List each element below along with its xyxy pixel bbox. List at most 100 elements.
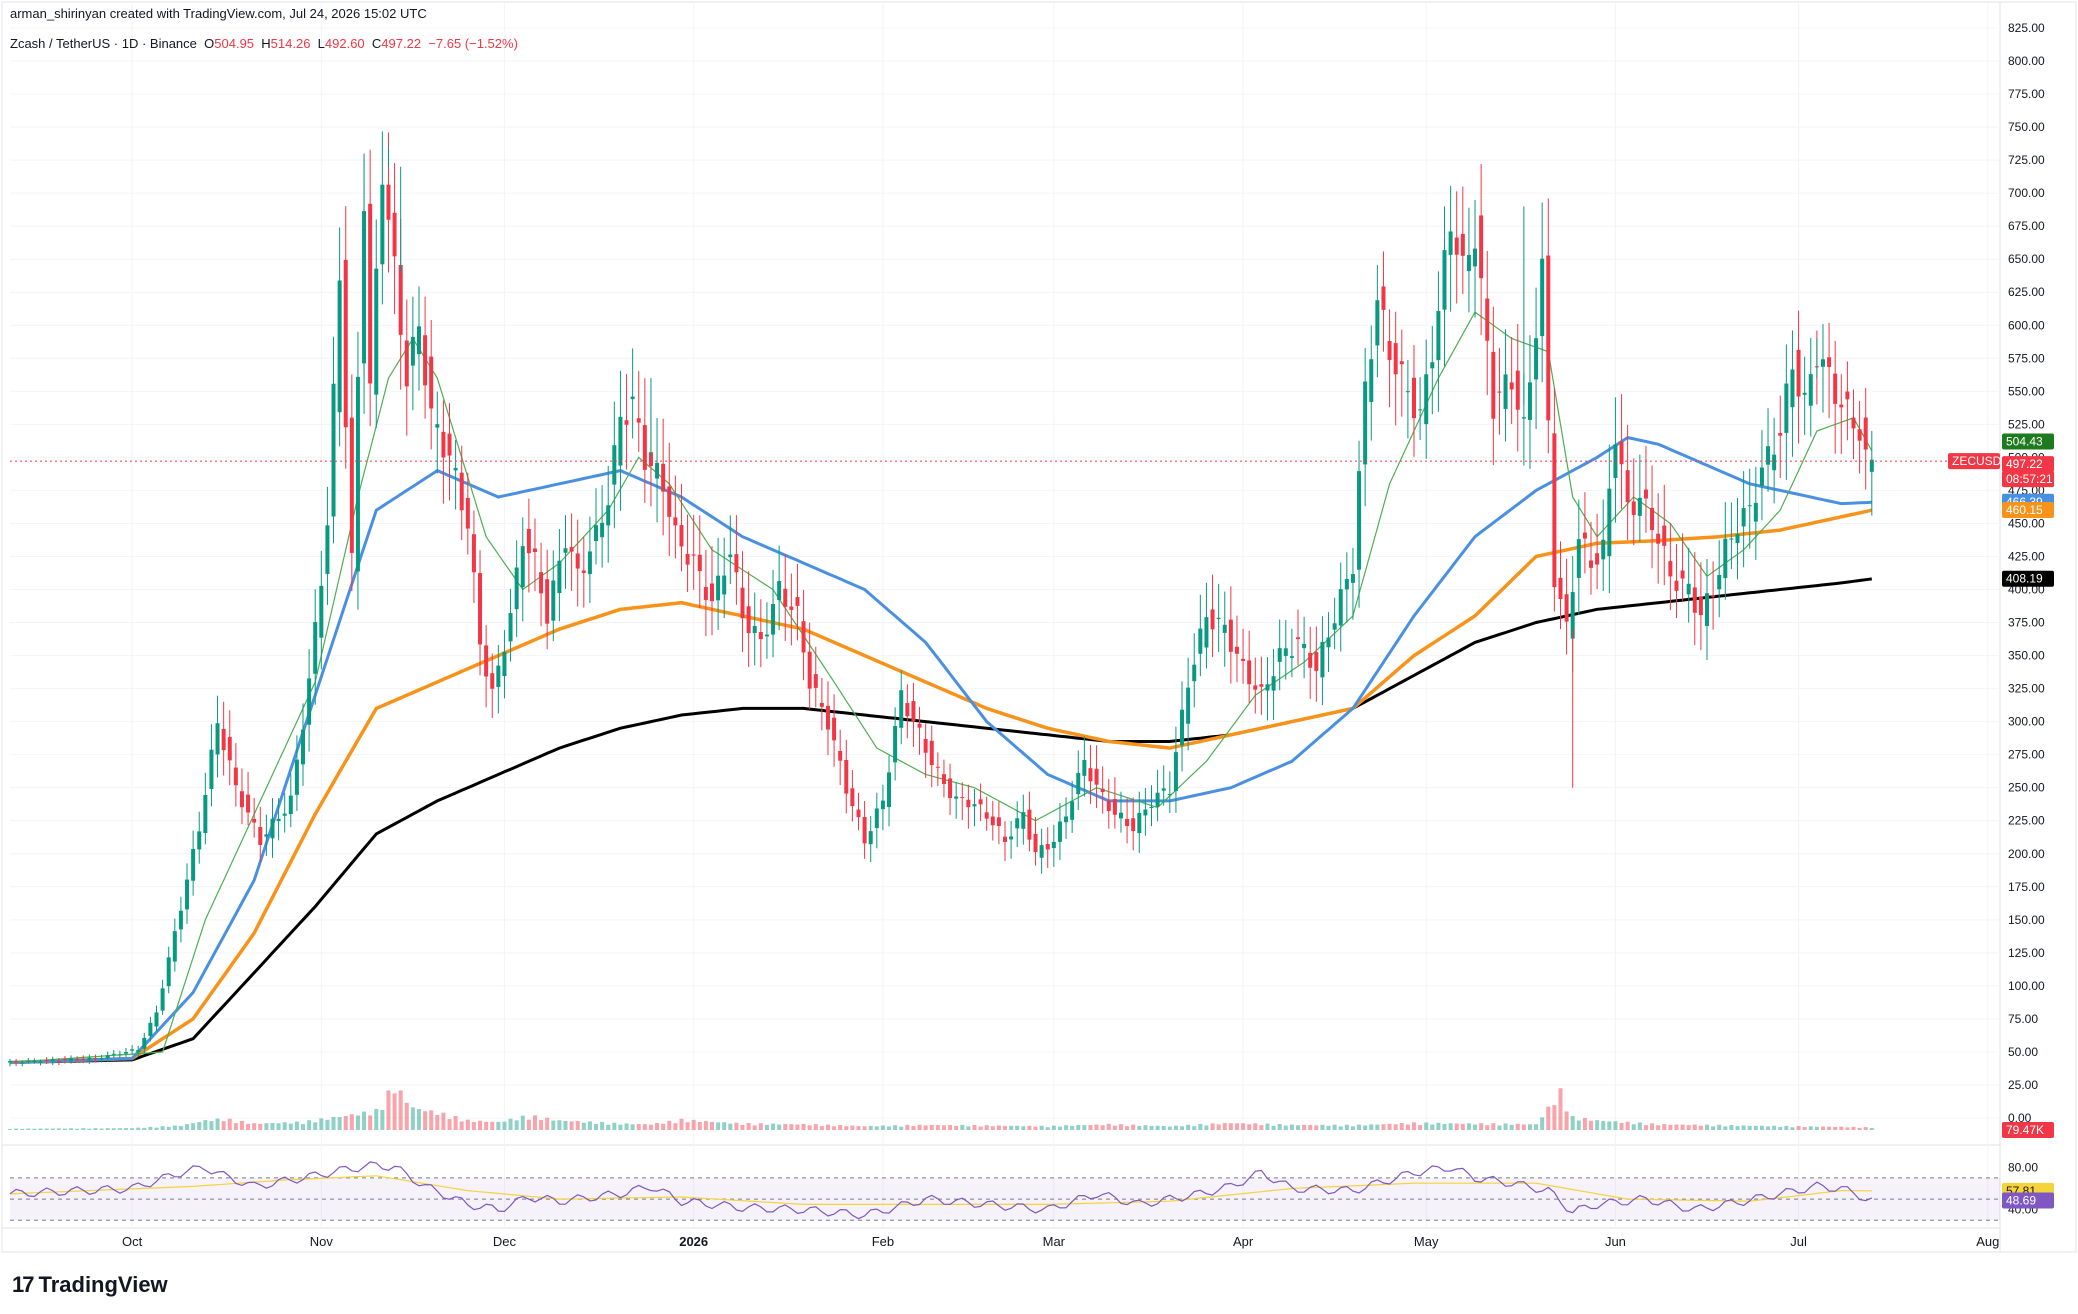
candle-body (819, 702, 824, 707)
candle-body (923, 739, 928, 753)
y-tick-label: 250.00 (2008, 781, 2045, 795)
candle-body (697, 554, 702, 572)
candle-body (1271, 676, 1276, 691)
candle-body (948, 778, 953, 799)
volume-bar (557, 1120, 562, 1130)
candle-body (667, 486, 672, 517)
candle-body (1375, 300, 1380, 346)
ma-blue-line (9, 436, 1872, 1064)
volume-bar (1308, 1125, 1313, 1130)
volume-bar (1051, 1125, 1056, 1130)
candle-body (1180, 709, 1185, 746)
candle-body (789, 606, 794, 610)
y-tick-label: 100.00 (2008, 979, 2045, 993)
volume-bar (1424, 1122, 1429, 1130)
volume-bar (1137, 1125, 1142, 1130)
candle-body (69, 1058, 74, 1061)
candle-body (1082, 759, 1087, 776)
candle-body (1741, 508, 1746, 527)
volume-bar (905, 1124, 910, 1130)
volume-bar (636, 1124, 641, 1130)
volume-bar (1454, 1123, 1459, 1130)
candle-body (1045, 844, 1050, 850)
volume-bar (1839, 1126, 1844, 1130)
price-label-bg (2002, 456, 2054, 473)
volume-bar (416, 1109, 421, 1130)
candle-body (435, 424, 440, 428)
volume-bar (203, 1120, 208, 1130)
candle-body (1338, 589, 1343, 626)
candle-body (1692, 587, 1697, 613)
candle-body (655, 462, 660, 479)
x-tick-label: Feb (872, 1234, 894, 1249)
volume-bar (1314, 1125, 1319, 1130)
volume-bar (441, 1112, 446, 1130)
volume-bar (722, 1122, 727, 1130)
candle-body (1363, 381, 1368, 465)
candle-body (99, 1058, 104, 1060)
candle-body (795, 597, 800, 606)
volume-bar (661, 1123, 666, 1130)
candle-body (398, 264, 403, 335)
candle-body (1241, 658, 1246, 662)
candle-body (331, 383, 336, 517)
candle-body (1448, 231, 1453, 255)
candle-body (496, 665, 501, 687)
volume-bar (1729, 1125, 1734, 1130)
candle-body (520, 546, 525, 588)
volume-bar (1692, 1124, 1697, 1130)
volume-bar (1405, 1124, 1410, 1130)
tradingview-logo[interactable]: 17 TradingView (12, 1272, 168, 1298)
candle-body (1167, 794, 1172, 796)
volume-bar (1436, 1122, 1441, 1130)
candle-body (1253, 685, 1258, 690)
volume-bar (1375, 1124, 1380, 1130)
candle-body (1137, 812, 1142, 834)
volume-bar (392, 1093, 397, 1130)
candle-body (276, 818, 281, 822)
candle-body (1234, 646, 1239, 654)
x-tick-label: Apr (1233, 1234, 1254, 1249)
volume-bar (1326, 1125, 1331, 1130)
price-label: 408.19 (2006, 572, 2043, 586)
candle-body (270, 818, 275, 839)
candle-body (1033, 833, 1038, 853)
candle-body (740, 587, 745, 619)
candle-body (1265, 684, 1270, 691)
candle-body (1186, 687, 1191, 724)
candle-body (1009, 836, 1014, 840)
volume-bar (447, 1119, 452, 1130)
x-tick-label: Nov (310, 1234, 334, 1249)
candle-body (185, 879, 190, 910)
candle-body (1497, 391, 1502, 393)
tradingview-logo-text: TradingView (38, 1272, 168, 1297)
candle-body (1088, 768, 1093, 782)
volume-bar (1033, 1126, 1038, 1130)
candle-body (1601, 539, 1606, 560)
volume-bar (62, 1128, 67, 1130)
volume-bar (99, 1128, 104, 1130)
volume-bar (581, 1122, 586, 1130)
candle-body (50, 1059, 55, 1062)
volume-bar (429, 1110, 434, 1130)
volume-bar (288, 1123, 293, 1130)
volume-bar (465, 1119, 470, 1130)
volume-bar (563, 1120, 568, 1130)
candle-body (93, 1057, 98, 1059)
volume-bar (1747, 1125, 1752, 1130)
candle-body (1466, 255, 1471, 272)
candle-body (81, 1058, 86, 1060)
volume-bar (130, 1128, 135, 1130)
x-tick-label: Jul (1790, 1234, 1807, 1249)
candle-body (722, 575, 727, 595)
volume-bar (1863, 1127, 1868, 1130)
volume-bar (1546, 1106, 1551, 1130)
volume-bar (1845, 1127, 1850, 1130)
candle-body (966, 799, 971, 808)
candle-body (545, 579, 550, 624)
volume-bar (1283, 1125, 1288, 1130)
volume-bar (606, 1124, 611, 1130)
candle-body (917, 723, 922, 728)
candle-body (691, 554, 696, 556)
